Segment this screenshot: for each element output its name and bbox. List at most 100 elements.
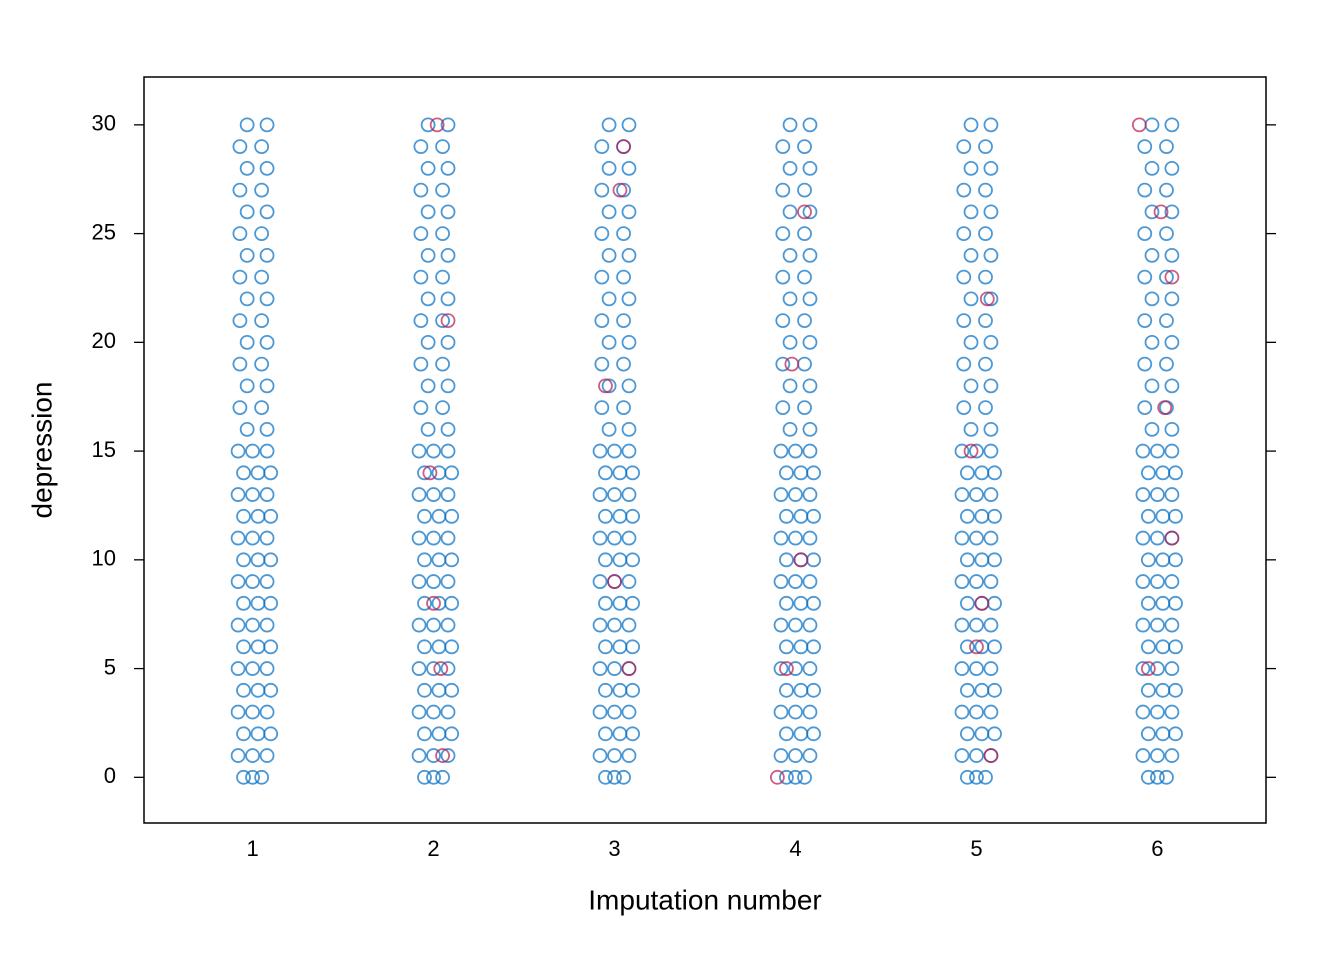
point (594, 182, 610, 198)
point (440, 661, 456, 676)
point (1168, 595, 1183, 611)
point (802, 204, 818, 220)
point (435, 356, 450, 372)
point (1137, 139, 1153, 154)
point (802, 117, 818, 133)
point (987, 726, 1002, 742)
point (1135, 617, 1151, 633)
point (420, 117, 436, 133)
point (435, 182, 450, 198)
point (245, 769, 260, 785)
point (411, 704, 427, 720)
point (616, 313, 631, 328)
point (440, 291, 456, 307)
point (1168, 552, 1183, 568)
point (232, 400, 248, 415)
point (420, 160, 436, 176)
point (250, 465, 266, 481)
point (411, 748, 427, 763)
point (263, 726, 279, 742)
point (413, 139, 429, 154)
point (806, 726, 821, 742)
point (259, 247, 275, 263)
point (1137, 226, 1153, 241)
point (435, 769, 450, 785)
point (440, 443, 456, 459)
point (1150, 617, 1165, 633)
point (1140, 552, 1156, 568)
point (420, 247, 436, 263)
point (802, 748, 818, 763)
point (969, 748, 984, 763)
point (788, 443, 803, 459)
point (607, 443, 622, 459)
point (806, 508, 821, 524)
point (802, 247, 818, 263)
point (1155, 508, 1171, 524)
point (1168, 465, 1183, 481)
point (797, 139, 812, 154)
point (621, 487, 637, 502)
point (1150, 487, 1165, 502)
point (239, 291, 255, 307)
point (983, 487, 999, 502)
point (440, 530, 456, 546)
point (426, 487, 441, 502)
point (769, 769, 785, 785)
point (1137, 356, 1153, 372)
point (422, 465, 438, 481)
point (788, 661, 803, 676)
point (1144, 117, 1160, 133)
point (1140, 682, 1156, 698)
point (411, 530, 427, 546)
point (254, 182, 270, 198)
point (775, 139, 791, 154)
point (245, 574, 260, 589)
point (974, 552, 990, 568)
point (621, 661, 637, 676)
point (960, 465, 975, 481)
point (983, 661, 999, 676)
point (1140, 661, 1156, 676)
point (250, 508, 266, 524)
x-tick-label: 2 (427, 836, 439, 861)
point (1140, 508, 1156, 524)
point (782, 204, 798, 220)
point (625, 465, 641, 481)
point (1164, 574, 1180, 589)
point (1131, 117, 1147, 133)
point (440, 117, 456, 133)
point (793, 639, 809, 655)
point (598, 726, 613, 742)
point (429, 117, 445, 133)
point (263, 508, 279, 524)
point (782, 160, 798, 176)
point (254, 269, 270, 285)
point (793, 726, 809, 742)
point (1164, 247, 1180, 263)
point (440, 160, 456, 176)
point (598, 552, 613, 568)
point (779, 682, 794, 698)
point (625, 639, 641, 655)
point (797, 204, 812, 220)
point (775, 400, 791, 415)
point (1164, 334, 1180, 350)
point (963, 291, 979, 307)
point (974, 595, 990, 611)
point (1159, 182, 1174, 198)
point (440, 748, 456, 763)
point (802, 530, 818, 546)
point (259, 487, 275, 502)
point (978, 226, 993, 241)
point (612, 726, 628, 742)
point (259, 117, 275, 133)
point (625, 552, 641, 568)
point (956, 139, 972, 154)
point (245, 748, 260, 763)
point (797, 182, 812, 198)
y-tick-label: 30 (92, 111, 116, 136)
point (616, 226, 631, 241)
point (426, 443, 441, 459)
point (960, 726, 975, 742)
